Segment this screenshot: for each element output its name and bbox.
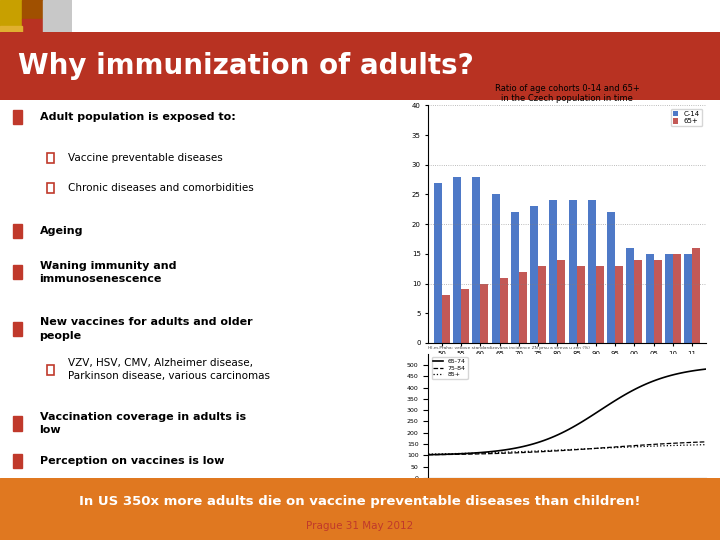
Legend: C-14, 65+: C-14, 65+ <box>671 109 702 126</box>
Bar <box>530 206 538 343</box>
Bar <box>480 284 488 343</box>
Bar <box>13 265 22 280</box>
Text: Why immunization of adults?: Why immunization of adults? <box>18 52 474 80</box>
Bar <box>665 254 673 343</box>
Bar <box>692 248 701 343</box>
Legend: 65-74, 75-84, 85+: 65-74, 75-84, 85+ <box>431 357 468 379</box>
Bar <box>47 153 54 163</box>
Bar <box>673 254 681 343</box>
Bar <box>684 254 692 343</box>
Bar <box>654 260 662 343</box>
Bar <box>461 289 469 343</box>
Text: VZV, HSV, CMV, Alzheimer disease,
Parkinson disease, various carcinomas: VZV, HSV, CMV, Alzheimer disease, Parkin… <box>68 358 271 381</box>
Bar <box>13 322 22 336</box>
Text: Vaccine preventable diseases: Vaccine preventable diseases <box>68 153 223 163</box>
Text: Perception on vaccines is low: Perception on vaccines is low <box>40 456 224 466</box>
Bar <box>510 212 519 343</box>
Bar <box>577 266 585 343</box>
Text: Prague 31 May 2012: Prague 31 May 2012 <box>307 521 413 531</box>
Bar <box>13 454 22 468</box>
Bar <box>588 200 596 343</box>
Bar <box>22 19 43 45</box>
Text: Hl.m.Praha: vekove standardizovana incidence ZN prsu a streva u zen (%): Hl.m.Praha: vekove standardizovana incid… <box>428 346 590 350</box>
Bar <box>519 272 527 343</box>
Text: Waning immunity and
immunosenescence: Waning immunity and immunosenescence <box>40 261 176 284</box>
Bar <box>433 183 442 343</box>
Bar <box>500 278 508 343</box>
Bar <box>538 266 546 343</box>
Text: In US 350x more adults die on vaccine preventable diseases than children!: In US 350x more adults die on vaccine pr… <box>79 495 641 508</box>
Bar <box>0 0 22 26</box>
Bar <box>47 183 54 193</box>
Bar <box>596 266 604 343</box>
Bar <box>13 110 22 125</box>
Bar <box>569 200 577 343</box>
Bar <box>634 260 642 343</box>
Bar <box>626 248 634 343</box>
Bar <box>0 26 22 45</box>
Text: Ageing: Ageing <box>40 226 83 235</box>
Bar <box>615 266 624 343</box>
Text: Adult population is exposed to:: Adult population is exposed to: <box>40 112 235 122</box>
Bar <box>549 200 557 343</box>
Bar <box>453 177 461 343</box>
Bar <box>442 295 450 343</box>
Bar <box>47 364 54 375</box>
Bar <box>472 177 480 343</box>
Bar <box>492 194 500 343</box>
Bar <box>43 0 72 32</box>
Bar <box>607 212 615 343</box>
Text: Vaccination coverage in adults is
low: Vaccination coverage in adults is low <box>40 412 246 435</box>
Bar <box>22 0 72 65</box>
Bar <box>557 260 565 343</box>
Bar <box>646 254 654 343</box>
Title: Ratio of age cohorts 0-14 and 65+
in the Czech population in time: Ratio of age cohorts 0-14 and 65+ in the… <box>495 84 639 103</box>
Bar <box>0 0 22 65</box>
Bar <box>13 224 22 238</box>
Text: Chronic diseases and comorbidities: Chronic diseases and comorbidities <box>68 183 254 193</box>
Bar <box>13 416 22 431</box>
Bar <box>22 0 43 19</box>
Text: New vaccines for adults and older
people: New vaccines for adults and older people <box>40 318 252 341</box>
